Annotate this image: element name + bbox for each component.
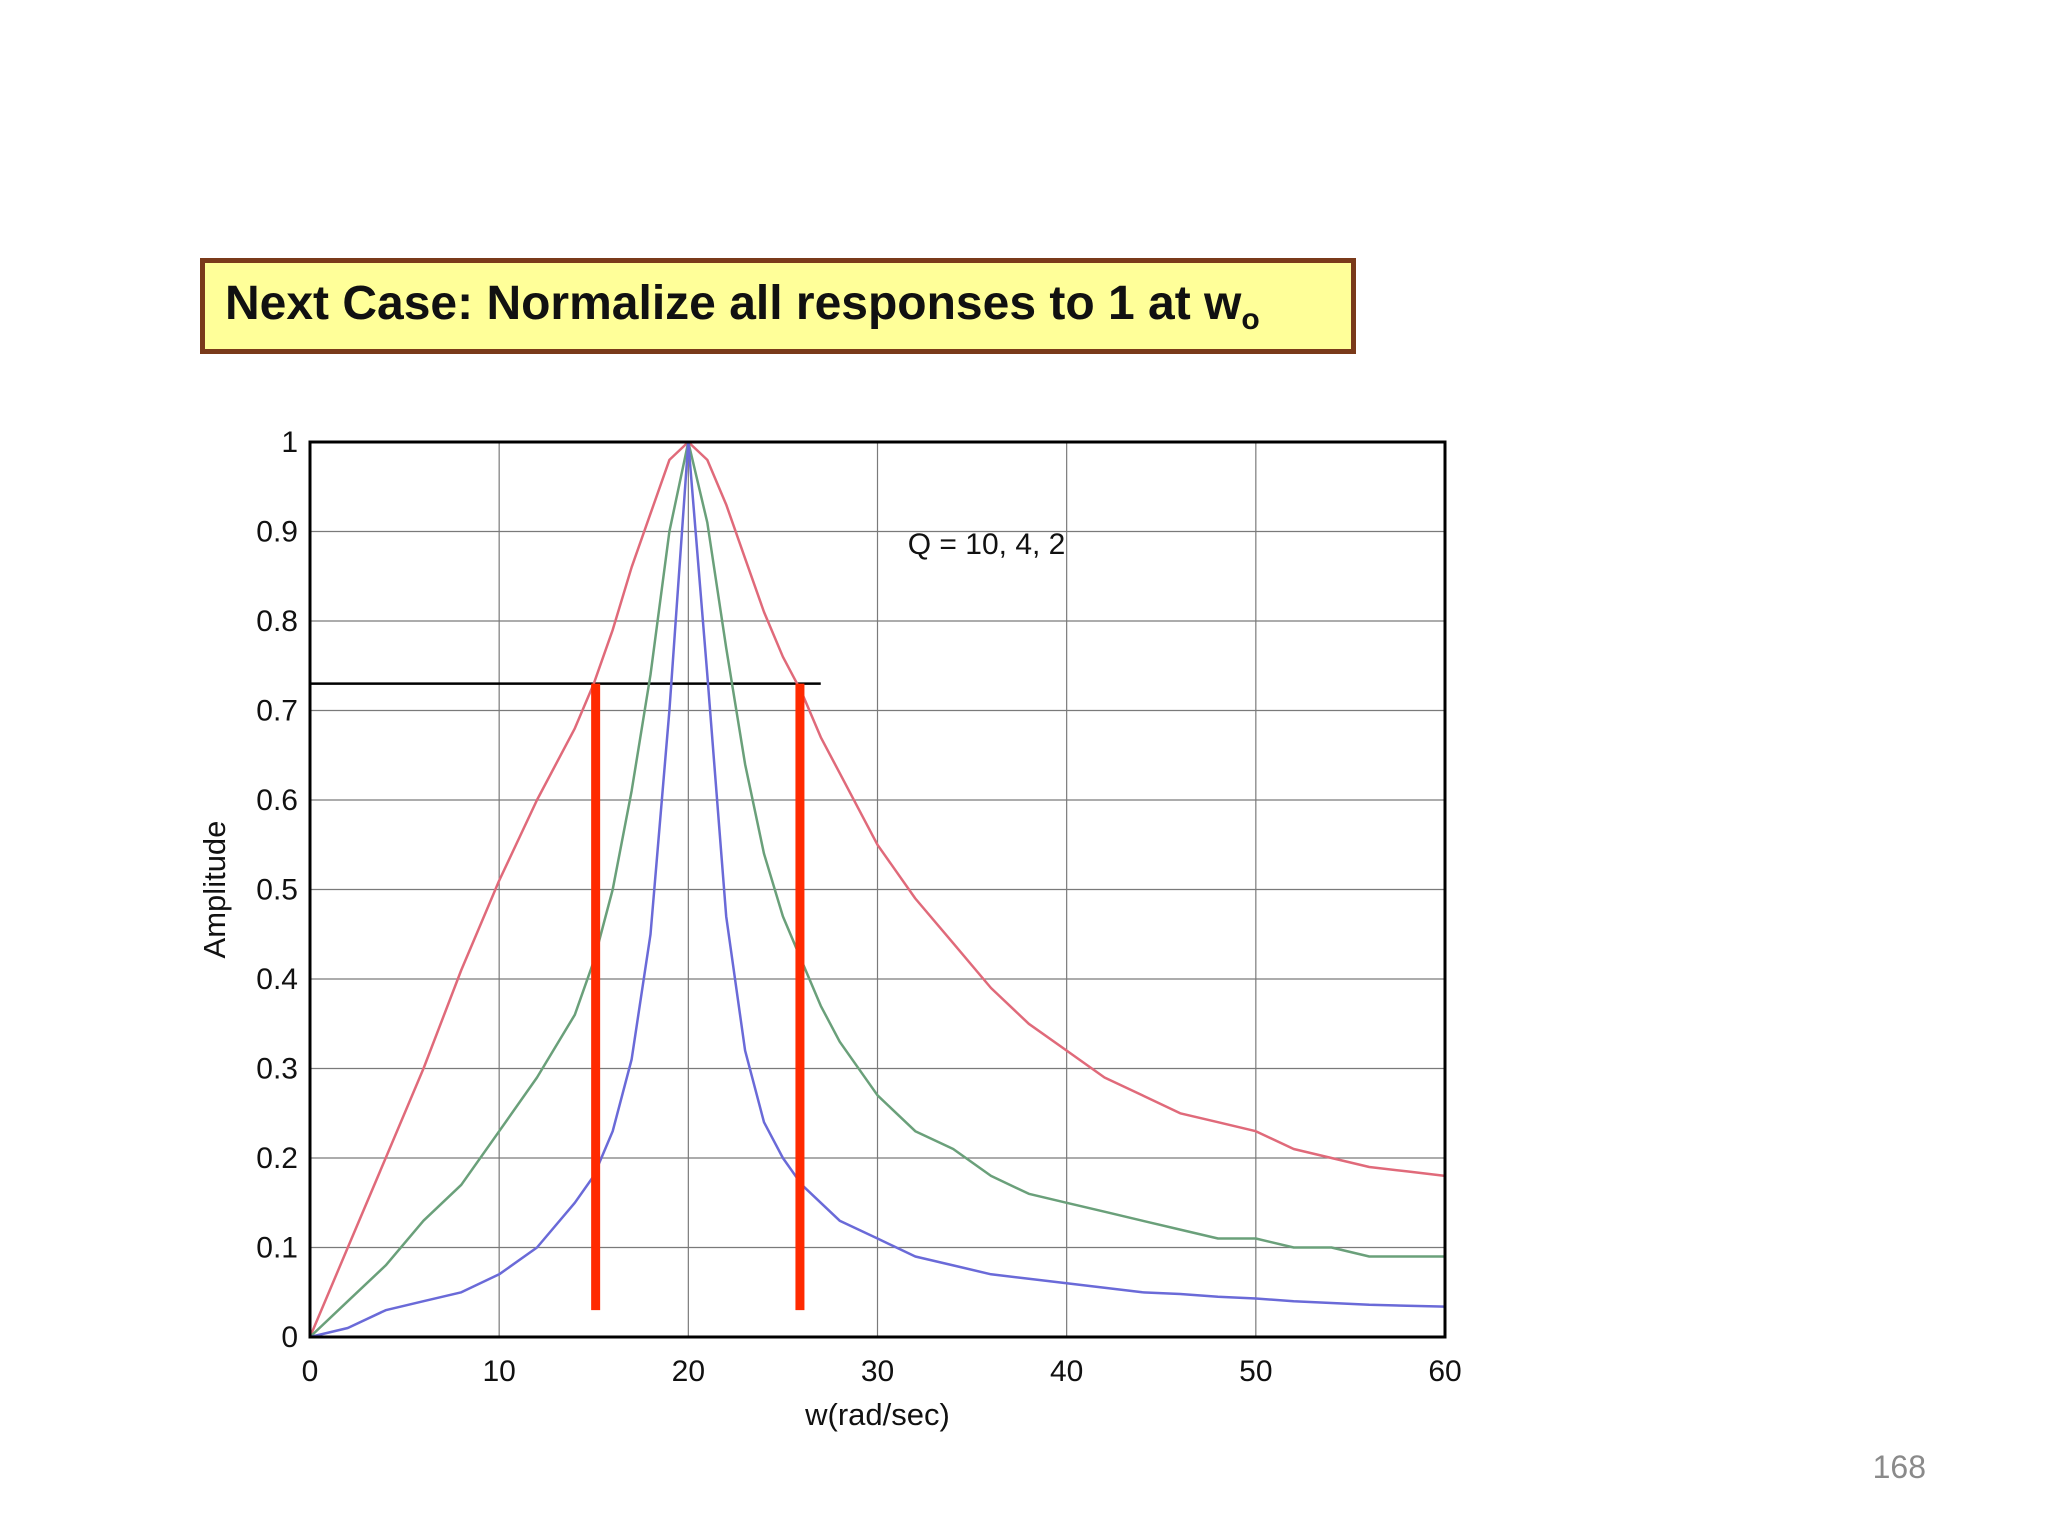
y-tick-label: 0.6 [256,784,298,817]
x-tick-label: 0 [302,1355,319,1388]
series-line-2 [309,440,1445,1338]
x-tick-label: 40 [1050,1355,1083,1388]
y-tick-label: 0.8 [256,605,298,638]
x-tick-label: 10 [482,1355,515,1388]
x-tick-label: 30 [861,1355,894,1388]
y-tick-label: 0.2 [256,1142,298,1175]
series-line-3 [309,440,1446,1339]
slide-title-subscript: o [1241,302,1260,336]
slide-title-main: Next Case: Normalize all responses to 1 … [225,276,1242,330]
chart-grid [309,441,1446,1338]
plot-frame [308,440,1447,1339]
y-tick-label: 0 [281,1321,298,1354]
x-tick-label: 50 [1239,1355,1272,1388]
page-number: 168 [1872,1449,1926,1485]
series-line-1 [308,440,1446,1338]
slide-title: Next Case: Normalize all responses to 1 … [225,276,1260,337]
x-tick-label: 60 [1428,1355,1461,1388]
y-tick-label: 0.3 [256,1053,298,1086]
y-tick-label: 0.4 [256,963,298,996]
y-tick-label: 0.7 [256,695,298,728]
slide-title-box: Next Case: Normalize all responses to 1 … [200,258,1356,354]
x-axis-label: w(rad/sec) [804,1397,950,1432]
y-axis-label: Amplitude [197,821,232,959]
series-layer [308,440,1446,1339]
y-tick-label: 0.9 [256,516,298,549]
y-tick-label: 0.1 [256,1232,298,1265]
q-annotation: Q = 10, 4, 2 [908,528,1066,561]
tick-labels: 0 10 20 30 40 50 60 0 0.1 0.2 0.3 0.4 0.5 0.6 0.7 0.8 0.… [256,426,1461,1388]
marker-layer [591,683,805,1311]
x-tick-label: 20 [672,1355,705,1388]
y-tick-label: 0.5 [256,874,298,907]
y-tick-label: 1 [281,426,298,459]
